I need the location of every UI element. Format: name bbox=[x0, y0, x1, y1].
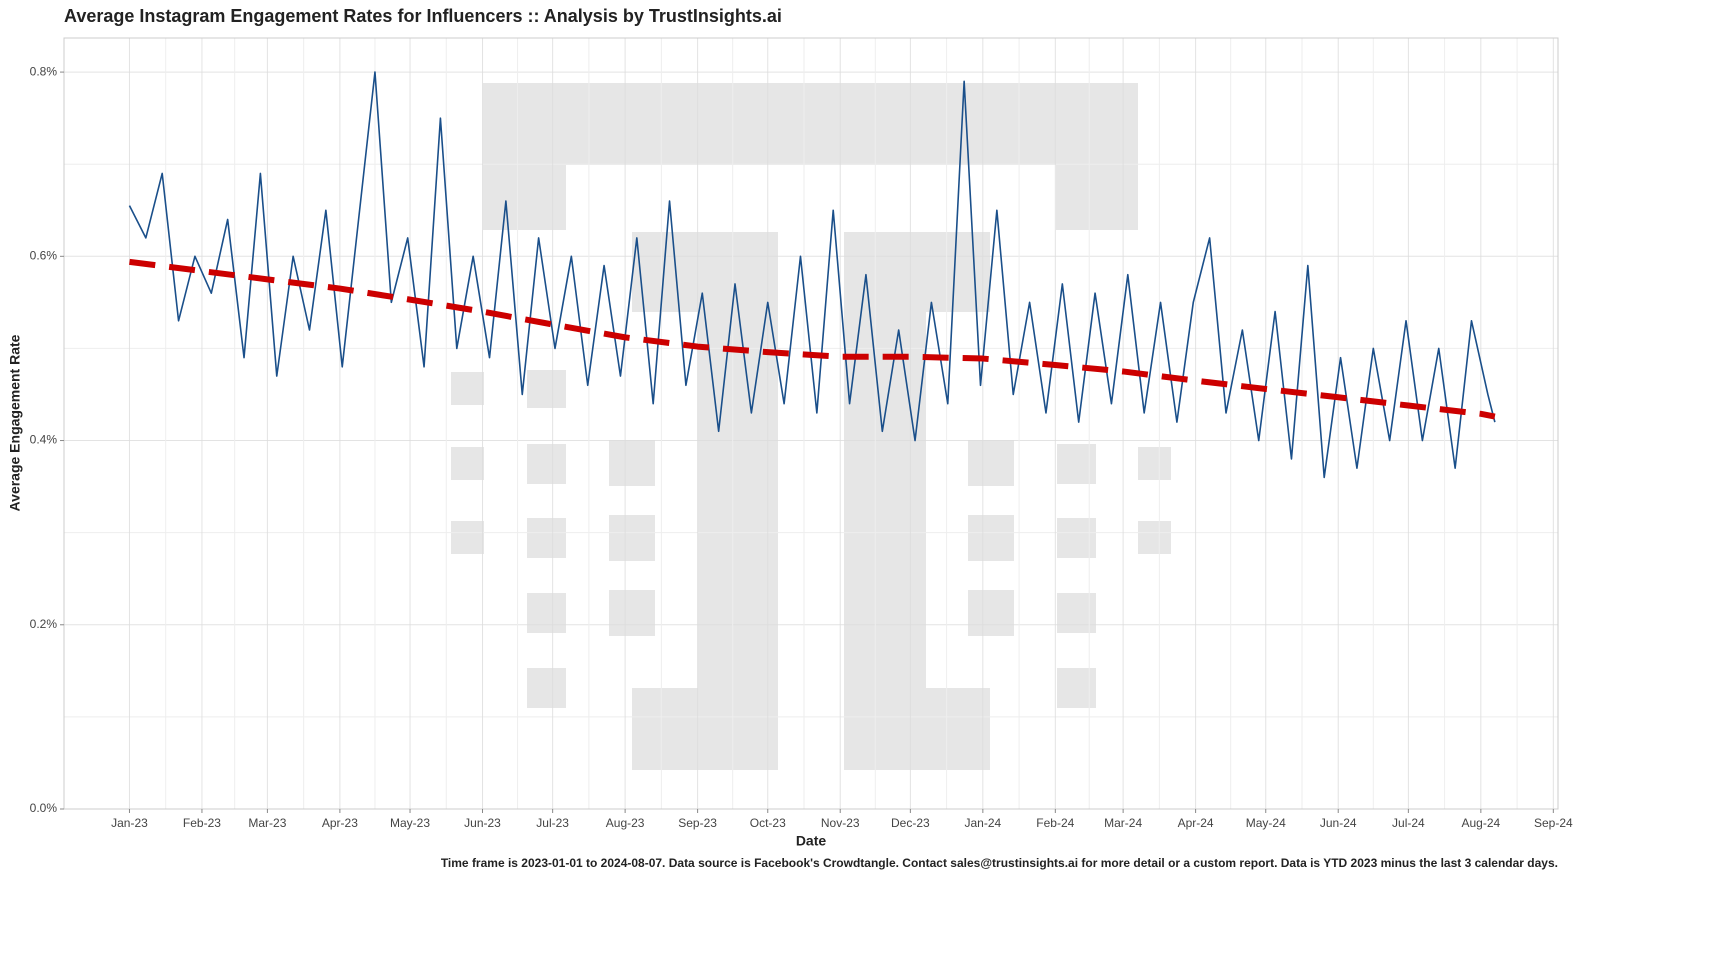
x-tick-label: Jul-23 bbox=[536, 816, 569, 830]
x-tick-label: Sep-23 bbox=[678, 816, 717, 830]
x-tick-label: Dec-23 bbox=[891, 816, 930, 830]
plot-border bbox=[63, 37, 1559, 810]
x-tick-label: Jan-24 bbox=[964, 816, 1001, 830]
chart-title: Average Instagram Engagement Rates for I… bbox=[64, 6, 782, 26]
x-tick-label: Oct-23 bbox=[750, 816, 786, 830]
x-tick-label: Nov-23 bbox=[821, 816, 860, 830]
y-tick-label: 0.6% bbox=[30, 248, 58, 262]
x-tick-label: Aug-23 bbox=[606, 816, 645, 830]
watermark bbox=[451, 83, 1171, 770]
x-tick-label: Feb-24 bbox=[1036, 816, 1074, 830]
y-axis-label: Average Engagement Rate bbox=[7, 334, 23, 511]
y-tick-label: 0.2% bbox=[30, 617, 58, 631]
x-tick-label: Mar-24 bbox=[1104, 816, 1142, 830]
x-tick-label: Sep-24 bbox=[1534, 816, 1573, 830]
caption: Time frame is 2023-01-01 to 2024-08-07. … bbox=[441, 856, 1558, 870]
x-tick-label: Jan-23 bbox=[111, 816, 148, 830]
y-tick-label: 0.0% bbox=[30, 801, 58, 815]
x-tick-label: Mar-23 bbox=[248, 816, 286, 830]
x-tick-label: Jul-24 bbox=[1392, 816, 1425, 830]
x-axis-label: Date bbox=[796, 833, 827, 849]
x-tick-label: Aug-24 bbox=[1461, 816, 1500, 830]
x-tick-label: Apr-23 bbox=[322, 816, 358, 830]
x-tick-label: Jun-23 bbox=[464, 816, 501, 830]
x-tick-label: May-24 bbox=[1246, 816, 1286, 830]
x-tick-label: Jun-24 bbox=[1320, 816, 1357, 830]
y-tick-label: 0.8% bbox=[30, 64, 58, 78]
x-tick-label: Feb-23 bbox=[183, 816, 221, 830]
data-line bbox=[128, 71, 1496, 479]
x-tick-label: May-23 bbox=[390, 816, 430, 830]
grid bbox=[64, 38, 1558, 810]
x-tick-label: Apr-24 bbox=[1178, 816, 1214, 830]
y-tick-label: 0.4% bbox=[30, 433, 58, 447]
